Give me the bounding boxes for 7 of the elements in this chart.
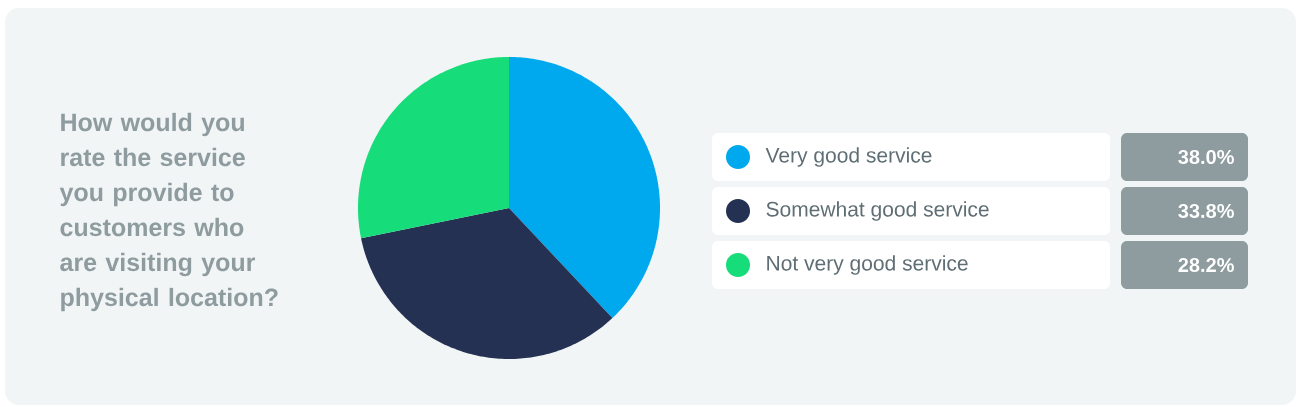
data-label: 33.8% — [1178, 203, 1234, 219]
legend-label: Very good service — [765, 147, 932, 167]
data-label: 38.0% — [1178, 149, 1234, 165]
data-label: 28.2% — [1178, 257, 1234, 273]
legend-label: Not very good service — [767, 255, 968, 275]
legend-label: Somewhat good service — [766, 201, 989, 221]
text: How would you rate the service you provide to customers who are visiting your physical location? — [59, 112, 278, 312]
